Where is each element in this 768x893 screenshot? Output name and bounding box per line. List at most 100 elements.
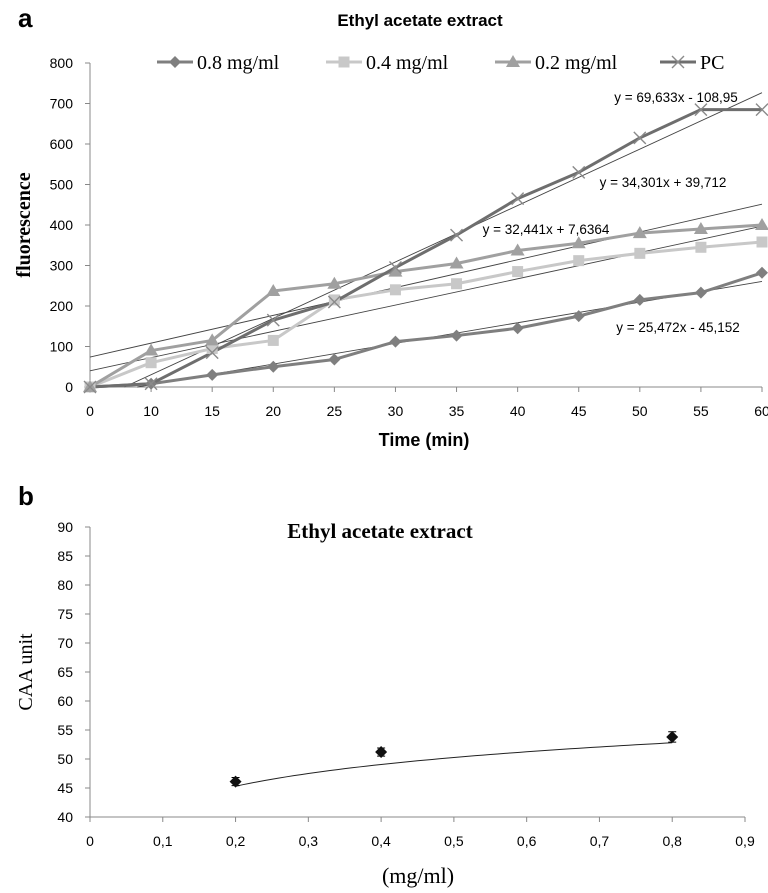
data-point [206, 368, 219, 381]
y-tick-label: 300 [50, 258, 74, 274]
panel-a-y-label: fluorescence [13, 172, 35, 277]
data-point [633, 131, 647, 145]
data-point [695, 241, 707, 253]
trendline [89, 203, 763, 358]
y-tick-label: 60 [57, 693, 73, 709]
panel-a-title: Ethyl acetate extract [337, 11, 503, 30]
y-tick-label: 700 [50, 96, 74, 112]
data-point [694, 286, 707, 299]
trendline-equation: y = 34,301x + 39,712 [600, 175, 727, 190]
y-tick-label: 50 [57, 751, 73, 767]
x-tick-label: 0,1 [153, 833, 173, 849]
data-point [229, 775, 242, 788]
data-point [511, 322, 524, 335]
data-point [572, 165, 586, 179]
legend-marker [338, 56, 350, 68]
x-tick-label: 0,6 [517, 833, 537, 849]
data-point [666, 730, 679, 743]
y-tick-label: 600 [50, 136, 74, 152]
panel-b-y-label: CAA unit [15, 633, 37, 711]
y-tick-label: 40 [57, 809, 73, 825]
y-tick-label: 85 [57, 548, 73, 564]
data-point [755, 103, 768, 117]
data-point [83, 380, 97, 392]
legend-label: 0.8 mg/ml [197, 52, 280, 74]
panel-b-label: b [18, 481, 34, 511]
data-point [267, 360, 280, 373]
data-point [693, 222, 708, 235]
panel-a: a Ethyl acetate extract 0.8 mg/ml 0.4 mg/… [13, 3, 768, 450]
x-tick-label: 0,8 [662, 833, 682, 849]
panel-a-y-ticks: 0 100 200 300 400 500 600 700 800 [50, 55, 90, 395]
data-point [450, 228, 464, 242]
y-tick-label: 75 [57, 606, 73, 622]
data-point [205, 346, 219, 360]
data-point [632, 226, 647, 239]
data-point [145, 357, 157, 369]
data-point [267, 334, 279, 346]
y-tick-label: 80 [57, 577, 73, 593]
panel-a-x-ticks: 0 10 15 20 25 30 35 40 45 50 55 60 [86, 387, 768, 419]
panel-b-x-ticks: 0 0,1 0,2 0,3 0,4 0,5 0,6 0,7 0,8 0,9 [86, 817, 755, 849]
data-point [451, 278, 463, 290]
x-tick-label: 0,4 [371, 833, 391, 849]
trendline-equation: y = 32,441x + 7,6364 [483, 222, 610, 237]
data-point [573, 255, 585, 267]
panel-b-x-label: (mg/ml) [382, 863, 454, 888]
trendline-equation: y = 25,472x - 45,152 [616, 320, 739, 335]
trendline-equation: y = 69,633x - 108,95 [614, 90, 737, 105]
data-point [266, 313, 280, 327]
x-tick-label: 50 [632, 403, 648, 419]
panel-a-legend: 0.8 mg/ml 0.4 mg/ml 0.2 mg/ml PC [157, 52, 724, 74]
x-tick-label: 30 [388, 403, 404, 419]
series-line [89, 108, 762, 389]
trendline [235, 742, 673, 787]
data-point [389, 284, 401, 296]
data-point [144, 377, 158, 391]
legend-marker [671, 55, 685, 69]
x-tick-label: 0 [86, 403, 94, 419]
y-tick-label: 45 [57, 780, 73, 796]
y-tick-label: 55 [57, 722, 73, 738]
y-tick-label: 200 [50, 298, 74, 314]
data-point [512, 266, 524, 278]
legend-marker [169, 56, 181, 68]
legend-label: 0.4 mg/ml [366, 52, 449, 74]
data-point [388, 261, 402, 275]
x-tick-label: 0,9 [735, 833, 755, 849]
data-point [756, 236, 768, 248]
x-tick-label: 35 [449, 403, 465, 419]
legend-marker [506, 55, 520, 67]
y-tick-label: 90 [57, 519, 73, 535]
x-tick-label: 10 [143, 403, 159, 419]
data-point [634, 247, 646, 259]
legend-label: 0.2 mg/ml [535, 52, 618, 74]
x-tick-label: 20 [265, 403, 281, 419]
data-point [206, 343, 218, 355]
data-point [389, 335, 402, 348]
data-point [205, 333, 220, 346]
data-point [633, 293, 646, 306]
panel-a-x-label: Time (min) [379, 430, 470, 450]
data-point [571, 236, 586, 249]
x-tick-label: 25 [327, 403, 343, 419]
panel-a-series [83, 103, 768, 394]
y-tick-label: 500 [50, 177, 74, 193]
data-point [756, 266, 768, 279]
x-tick-label: 15 [204, 403, 220, 419]
x-tick-label: 0,2 [226, 833, 246, 849]
panel-b-title: Ethyl acetate extract [287, 519, 472, 543]
data-point [755, 218, 768, 230]
trendline [89, 225, 763, 372]
data-point [388, 264, 403, 277]
x-tick-label: 60 [754, 403, 768, 419]
panel-b-points [229, 730, 679, 788]
data-point [328, 294, 340, 306]
x-tick-label: 0,5 [444, 833, 464, 849]
y-tick-label: 800 [50, 55, 74, 71]
legend-label: PC [700, 52, 724, 74]
y-tick-label: 65 [57, 664, 73, 680]
data-point [510, 243, 525, 256]
data-point [144, 343, 159, 356]
